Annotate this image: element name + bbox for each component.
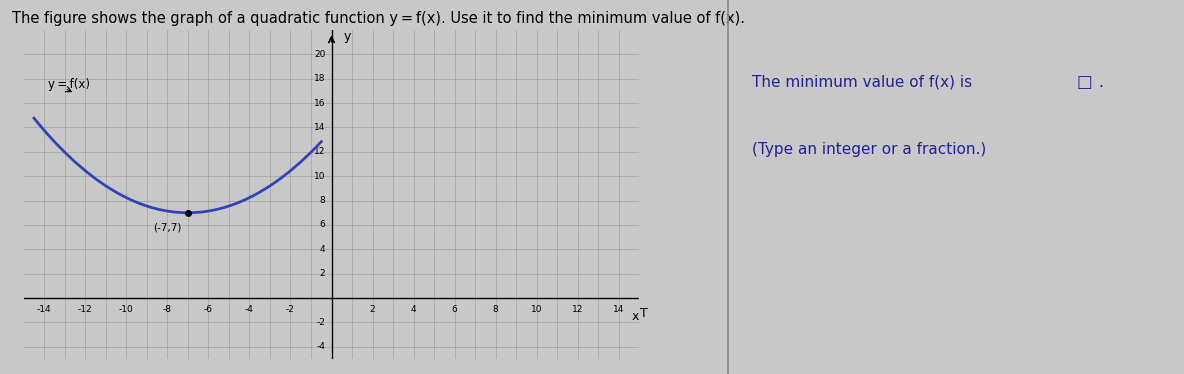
Text: 6: 6 <box>320 220 326 230</box>
Text: (-7,7): (-7,7) <box>154 223 181 233</box>
Text: y: y <box>343 30 352 43</box>
Text: □: □ <box>1076 73 1092 91</box>
Text: 14: 14 <box>314 123 326 132</box>
Text: T: T <box>639 307 648 320</box>
Text: -6: -6 <box>204 306 213 315</box>
Text: -8: -8 <box>163 306 172 315</box>
Text: y = f(x): y = f(x) <box>49 78 90 91</box>
Text: 2: 2 <box>369 306 375 315</box>
Text: 8: 8 <box>493 306 498 315</box>
Text: 8: 8 <box>320 196 326 205</box>
Text: The minimum value of f(x) is: The minimum value of f(x) is <box>752 75 972 90</box>
Text: 12: 12 <box>314 147 326 156</box>
Text: 2: 2 <box>320 269 326 278</box>
Text: 12: 12 <box>572 306 584 315</box>
Text: -2: -2 <box>316 318 326 327</box>
Text: 14: 14 <box>613 306 624 315</box>
Text: 4: 4 <box>411 306 417 315</box>
Text: -14: -14 <box>37 306 52 315</box>
Text: .: . <box>1099 75 1103 90</box>
Text: 6: 6 <box>452 306 457 315</box>
Text: 16: 16 <box>314 99 326 108</box>
Text: 10: 10 <box>530 306 542 315</box>
Text: -4: -4 <box>245 306 253 315</box>
Text: -2: -2 <box>287 306 295 315</box>
Text: (Type an integer or a fraction.): (Type an integer or a fraction.) <box>752 142 986 157</box>
Text: -12: -12 <box>78 306 92 315</box>
Text: 10: 10 <box>314 172 326 181</box>
Text: 18: 18 <box>314 74 326 83</box>
Text: -4: -4 <box>316 342 326 351</box>
Text: x: x <box>631 310 639 323</box>
Text: 4: 4 <box>320 245 326 254</box>
Text: The figure shows the graph of a quadratic function y = f(x). Use it to find the : The figure shows the graph of a quadrati… <box>12 11 745 26</box>
Text: -10: -10 <box>118 306 134 315</box>
Text: 20: 20 <box>314 50 326 59</box>
